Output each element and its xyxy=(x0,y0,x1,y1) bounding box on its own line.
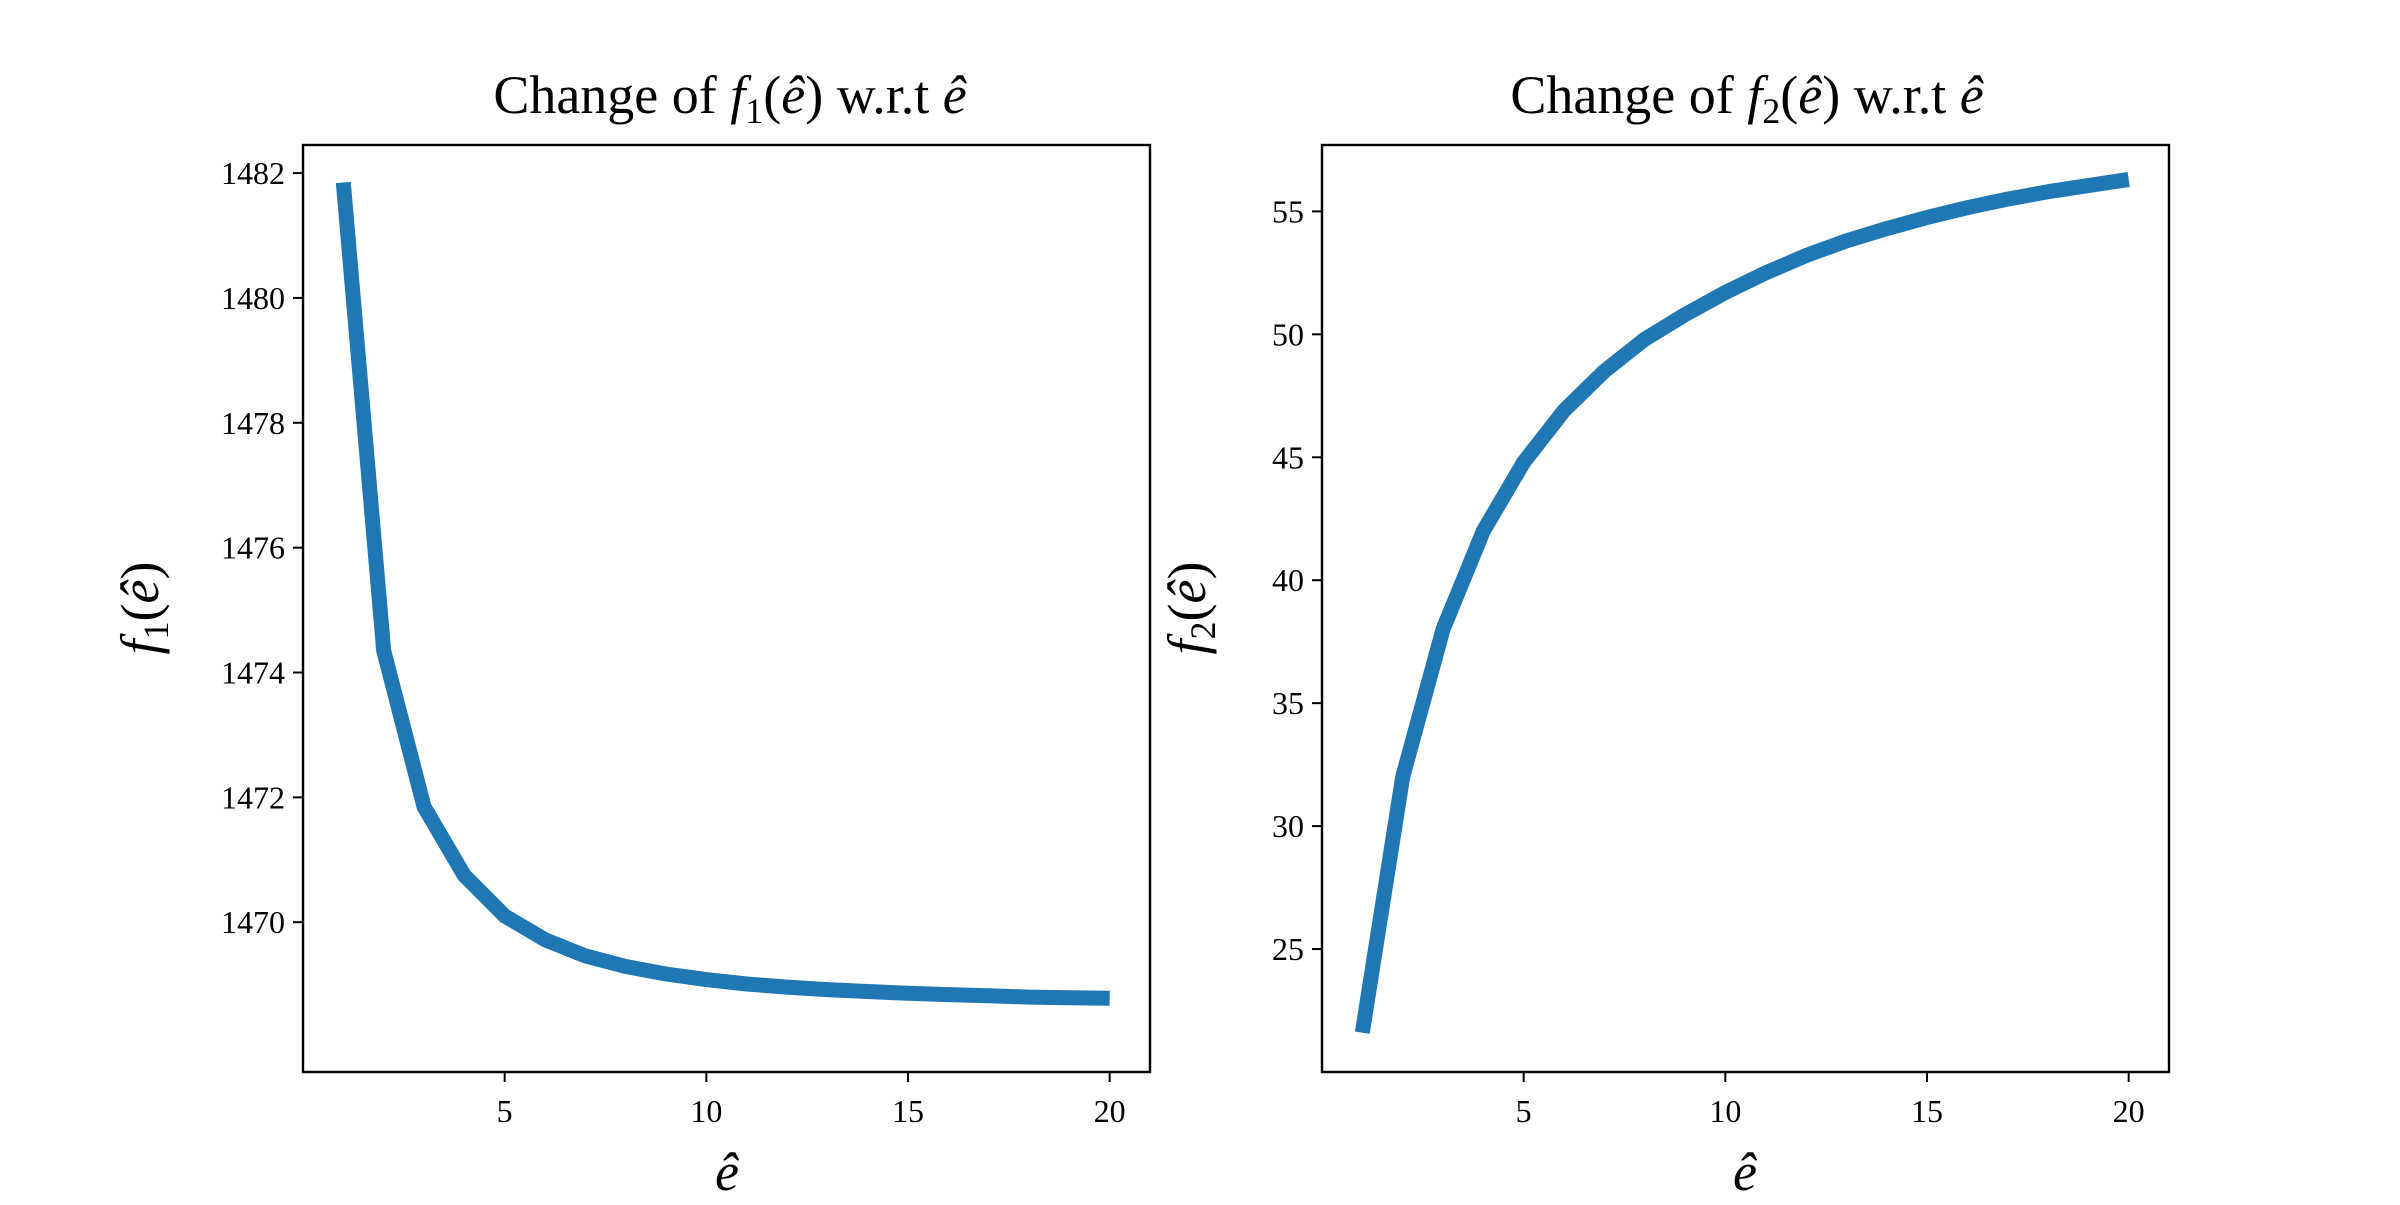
y-tick-label: 1470 xyxy=(221,904,285,940)
y-tick-label: 40 xyxy=(1272,562,1304,598)
y-tick-label: 1474 xyxy=(221,654,285,690)
plot-frame xyxy=(301,143,1152,1074)
subplot-f1: Change of f1(ê) w.r.t ê 1470 1472 1474 1476… xyxy=(110,65,1152,1202)
y-tick-label: 1480 xyxy=(221,280,285,316)
y-ticks: 25 30 35 40 45 50 55 xyxy=(1272,193,1322,967)
x-tick-label: 10 xyxy=(690,1093,722,1129)
y-tick-label: 1472 xyxy=(221,779,285,815)
chart-title: Change of f1(ê) w.r.t ê xyxy=(493,65,966,131)
chart-title: Change of f2(ê) w.r.t ê xyxy=(1510,65,1983,131)
x-tick-label: 5 xyxy=(1516,1093,1532,1129)
series-line xyxy=(335,181,1110,1006)
x-tick-label: 20 xyxy=(1094,1093,1126,1129)
x-tick-label: 15 xyxy=(1911,1093,1943,1129)
y-tick-label: 1476 xyxy=(221,530,285,566)
y-tick-label: 30 xyxy=(1272,808,1304,844)
x-tick-label: 20 xyxy=(2113,1093,2145,1129)
y-axis-label: f1(ê) xyxy=(110,562,176,655)
y-tick-label: 1482 xyxy=(221,155,285,191)
x-tick-label: 10 xyxy=(1709,1093,1741,1129)
y-tick-label: 1478 xyxy=(221,405,285,441)
x-axis-label: ê xyxy=(715,1142,739,1200)
subplot-f2: Change of f2(ê) w.r.t ê 25 30 35 40 45 50 55 5… xyxy=(1157,65,2171,1202)
y-tick-label: 50 xyxy=(1272,316,1304,352)
series-line xyxy=(1354,171,2130,1034)
y-tick-label: 25 xyxy=(1272,931,1304,967)
x-tick-label: 5 xyxy=(497,1093,513,1129)
x-ticks: 5 10 15 20 xyxy=(1516,1072,2145,1129)
y-tick-label: 45 xyxy=(1272,439,1304,475)
x-ticks: 5 10 15 20 xyxy=(497,1072,1126,1129)
y-tick-label: 55 xyxy=(1272,193,1304,229)
y-axis-label: f2(ê) xyxy=(1157,562,1223,655)
y-ticks: 1470 1472 1474 1476 1478 1480 1482 xyxy=(221,155,303,940)
x-tick-label: 15 xyxy=(892,1093,924,1129)
plot-frame xyxy=(1320,143,2171,1074)
x-axis-label: ê xyxy=(1733,1142,1757,1200)
y-tick-label: 35 xyxy=(1272,685,1304,721)
